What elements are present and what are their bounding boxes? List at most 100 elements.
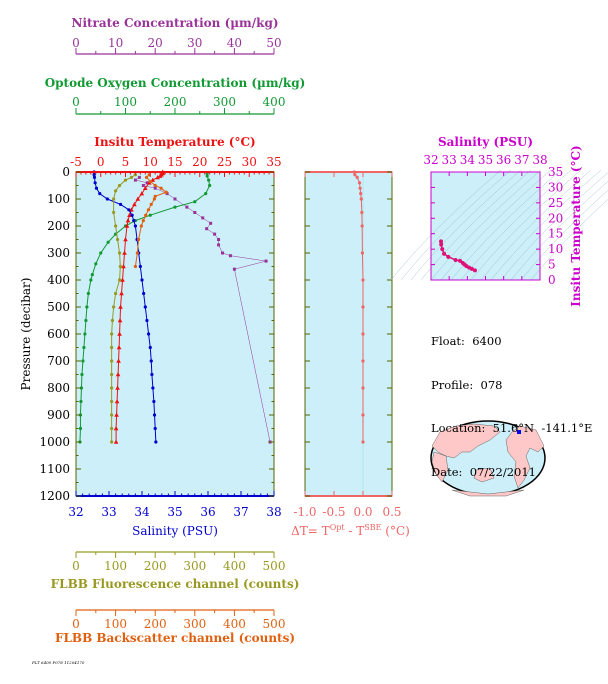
- temperature-point: [115, 385, 120, 390]
- nitrate-point: [201, 216, 205, 220]
- salinity-tick-label: 36: [200, 505, 215, 519]
- nitrate-tick-label: 50: [266, 36, 281, 50]
- temperature-tick-label: 0: [97, 155, 105, 169]
- nitrate-tick-label: 20: [148, 36, 163, 50]
- ts-point: [439, 242, 444, 247]
- density-contour: [520, 189, 608, 281]
- nitrate-point: [133, 178, 137, 182]
- temperature-tick-label: 30: [242, 155, 257, 169]
- nitrate-tick-label: 0: [72, 36, 80, 50]
- pressure-tick-label: 1200: [39, 489, 70, 503]
- delta-t-title-part: (°C): [381, 524, 409, 538]
- delta-t-point: [358, 186, 362, 190]
- fluorescence-point: [115, 237, 120, 242]
- density-contour: [450, 169, 562, 281]
- delta-t-data: [352, 170, 365, 496]
- fluorescence-point: [110, 440, 114, 444]
- fluorescence-tick-label: 0: [72, 559, 80, 573]
- delta-t-point: [360, 210, 364, 215]
- fluorescence-point: [110, 332, 114, 336]
- backscatter-point: [139, 224, 143, 228]
- delta-t-point: [357, 181, 362, 185]
- pressure-tick-label: 600: [47, 327, 70, 341]
- delta-t-point: [361, 305, 365, 309]
- density-contour: [500, 172, 608, 281]
- ts-point: [458, 258, 463, 263]
- ts-salinity-tick-label: 32: [423, 153, 438, 167]
- salinity-point: [149, 359, 153, 363]
- ts-temperature-tick-label: 0: [548, 273, 556, 287]
- pressure-tick-label: 200: [47, 219, 70, 233]
- oxygen-point: [81, 359, 85, 363]
- fluorescence-point: [114, 291, 118, 296]
- oxygen-point: [173, 205, 177, 209]
- pressure-tick-label: 900: [47, 408, 70, 422]
- oxygen-point: [148, 213, 152, 217]
- density-contour: [510, 181, 608, 281]
- nitrate-point: [232, 267, 236, 271]
- fluorescence-point: [118, 264, 122, 269]
- nitrate-tick-label: 10: [108, 36, 123, 50]
- footnote: FLT 6400 P078 11204170: [32, 660, 85, 665]
- temperature-point: [157, 173, 163, 178]
- delta-t-point: [361, 278, 365, 282]
- temperature-point: [117, 318, 123, 323]
- map-land-australia: [473, 467, 495, 483]
- oxygen-point: [204, 192, 208, 196]
- nitrate-point: [228, 254, 232, 258]
- map-land-antarctica: [451, 489, 525, 497]
- fluorescence-tick-label: 200: [144, 559, 167, 573]
- map-land-eurasia: [431, 423, 501, 459]
- fluorescence-point: [117, 183, 122, 188]
- temperature-point: [116, 358, 121, 363]
- profile-label: Profile: 078: [431, 377, 503, 392]
- ts-point: [472, 268, 477, 273]
- backscatter-series-line: [134, 174, 168, 267]
- nitrate-point: [173, 197, 177, 201]
- backscatter-tick-label: 300: [183, 617, 206, 631]
- density-contour: [430, 169, 542, 281]
- salinity-point: [92, 173, 96, 177]
- oxygen-series-line: [79, 173, 211, 443]
- delta-t-axes: -1.0 -0.5 0.0 0.5 ΔT= TOpt - TSBE (°C): [291, 171, 410, 538]
- ts-salinity-tick-label: 37: [514, 153, 529, 167]
- backscatter-tick-label: 100: [104, 617, 127, 631]
- oxygen-tick-label: 300: [213, 95, 236, 109]
- delta-t-point: [355, 175, 359, 179]
- oxygen-point: [193, 200, 197, 204]
- ts-salinity-tick-label: 36: [496, 153, 511, 167]
- nitrate-point: [264, 259, 268, 263]
- pressure-tick-label: 1100: [39, 462, 70, 476]
- fluorescence-point: [110, 359, 114, 363]
- salinity-axis-title: Salinity (PSU): [132, 524, 218, 538]
- density-contour: [400, 169, 512, 281]
- salinity-series-line: [93, 172, 157, 443]
- ts-salinity-tick-label: 34: [460, 153, 476, 167]
- temperature-point: [135, 196, 141, 201]
- temperature-point: [129, 207, 134, 212]
- temperature-point: [155, 174, 160, 180]
- salinity-point: [154, 440, 158, 444]
- salinity-point: [94, 186, 99, 190]
- fluorescence-point: [110, 413, 114, 417]
- delta-t-point: [359, 197, 363, 201]
- backscatter-point: [144, 175, 149, 179]
- temperature-point: [127, 212, 132, 217]
- float-location-marker: [517, 430, 521, 434]
- delta-t-point: [361, 332, 365, 336]
- map-land-africa: [431, 451, 449, 483]
- temperature-point: [114, 412, 119, 417]
- fluorescence-point: [112, 210, 116, 215]
- delta-t-point: [353, 173, 357, 177]
- delta-t-tick-label: 0.5: [382, 505, 401, 519]
- fluorescence-point: [110, 399, 114, 404]
- fluorescence-point: [112, 305, 116, 309]
- fluorescence-point: [133, 173, 137, 177]
- salinity-point: [98, 192, 102, 196]
- salinity-point: [127, 208, 131, 212]
- backscatter-point: [153, 194, 157, 198]
- nitrate-point: [209, 221, 213, 225]
- map-land-americas: [505, 425, 545, 489]
- temperature-tick-label: 15: [167, 155, 182, 169]
- fluorescence-point: [114, 224, 118, 228]
